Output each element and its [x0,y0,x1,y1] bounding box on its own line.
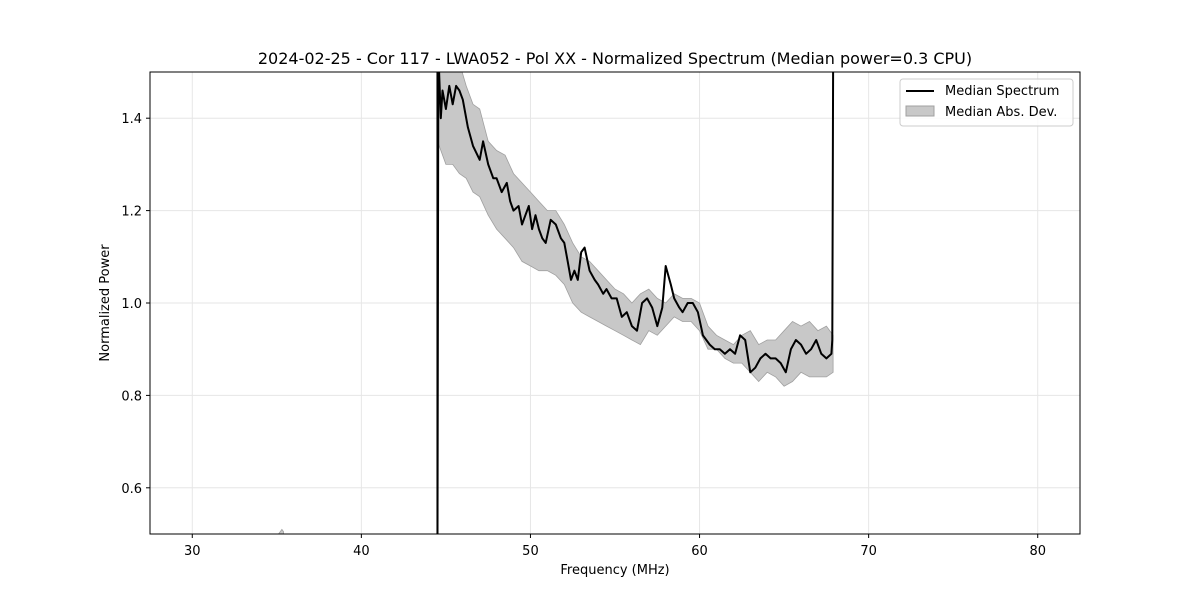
y-tick-label: 0.6 [121,482,142,497]
y-tick-label: 0.8 [121,389,142,404]
x-tick-label: 50 [522,544,539,559]
x-axis-label: Frequency (MHz) [560,563,669,578]
x-axis: 30 40 50 60 70 80 [184,534,1046,559]
legend: Median Spectrum Median Abs. Dev. [899,78,1074,127]
legend-box [899,78,1074,127]
y-tick-label: 1.4 [121,112,142,127]
median-abs-dev-band [437,72,834,387]
legend-entry-median-spectrum: Median Spectrum [945,84,1059,99]
x-tick-label: 80 [1029,544,1046,559]
median-spectrum-line [436,72,835,534]
legend-band-swatch [905,105,935,117]
stray-band-fragment [278,528,284,534]
y-tick-label: 1.0 [121,297,142,312]
mad-band-layer [278,72,834,534]
x-tick-label: 60 [691,544,708,559]
x-tick-label: 40 [353,544,370,559]
x-tick-label: 30 [184,544,201,559]
legend-entry-median-abs-dev: Median Abs. Dev. [945,105,1057,120]
median-line-layer [436,72,835,534]
y-axis: 0.6 0.8 1.0 1.2 1.4 [121,112,150,497]
y-tick-label: 1.2 [121,205,142,220]
chart-title: 2024-02-25 - Cor 117 - LWA052 - Pol XX -… [258,49,972,68]
y-axis-label: Normalized Power [98,244,113,362]
x-tick-label: 70 [860,544,877,559]
